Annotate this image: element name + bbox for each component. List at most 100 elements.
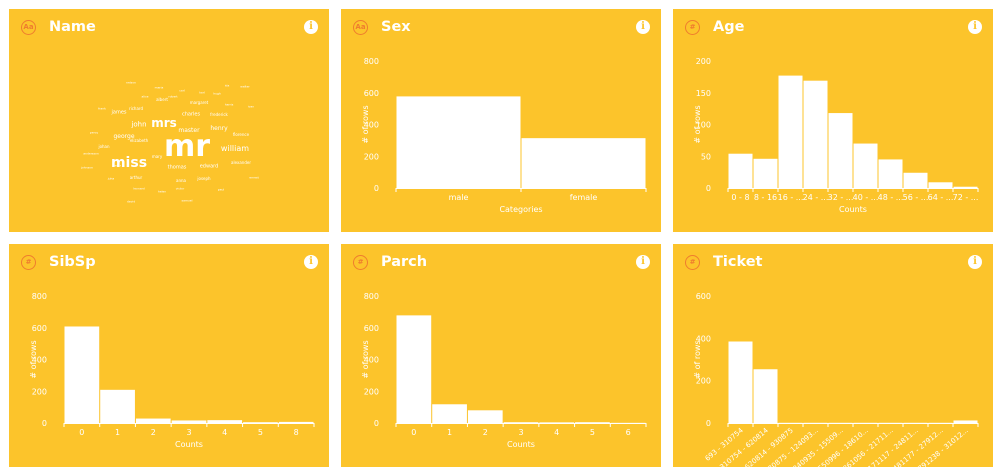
card-sibsp: # SibSp i 0 200 400 600 800 # of rows 0 1 2 3 4 5 8 Coun…	[9, 244, 329, 467]
bar[interactable]	[521, 138, 646, 188]
bar[interactable]	[953, 420, 978, 423]
info-icon[interactable]: i	[304, 20, 318, 34]
y-tick-label: 0	[42, 419, 47, 428]
y-tick-label: 400	[696, 334, 711, 343]
cloud-word: hugh	[213, 91, 221, 96]
bar[interactable]	[135, 418, 171, 423]
cloud-word: johan	[98, 144, 110, 149]
name-word-cloud: mr miss mrs william john master henry george cha…	[49, 71, 289, 216]
bar[interactable]	[100, 389, 135, 423]
card-ticket: # Ticket i 0 200 400 600 # of rows 693 - 310754 3…	[673, 244, 993, 467]
bar[interactable]	[728, 153, 753, 188]
bar[interactable]	[853, 143, 878, 188]
bar[interactable]	[64, 326, 100, 423]
x-tick-label: 64 - ...	[928, 193, 954, 202]
cloud-word: alexander	[231, 160, 251, 165]
info-icon[interactable]: i	[636, 255, 650, 269]
cloud-word: robert	[168, 94, 178, 99]
bar[interactable]	[753, 369, 778, 423]
x-axis-label: Counts	[839, 205, 867, 214]
info-icon[interactable]: i	[636, 20, 650, 34]
cloud-word: percy	[89, 130, 99, 135]
y-tick-label: 200	[696, 57, 711, 66]
number-type-icon: #	[353, 255, 368, 270]
y-tick-label: 0	[374, 184, 379, 193]
y-tick-label: 600	[364, 89, 379, 98]
bar[interactable]	[828, 113, 853, 188]
bar[interactable]	[928, 182, 953, 188]
bar[interactable]	[878, 159, 903, 188]
x-tick-label: 5	[590, 428, 595, 437]
cloud-word: charles	[181, 111, 201, 118]
y-axis-label: # of rows	[693, 105, 702, 143]
bar[interactable]	[539, 422, 575, 424]
card-title: Sex	[381, 19, 411, 35]
cloud-word: andersson	[83, 151, 99, 156]
bar[interactable]	[432, 404, 467, 423]
cloud-word: paul	[217, 187, 225, 192]
cloud-word: alice	[141, 94, 149, 99]
bar[interactable]	[278, 421, 314, 423]
number-type-icon: #	[685, 255, 700, 270]
bar[interactable]	[778, 75, 803, 188]
chart-age: 0 50 100 150 200 # of rows 0 - 8 8 - 16 16 - ...…	[693, 57, 979, 214]
cloud-word: juha	[107, 176, 115, 181]
x-tick-label: 5	[258, 428, 263, 437]
chart-sibsp: 0 200 400 600 800 # of rows 0 1 2 3 4 5 8 Counts	[29, 292, 315, 449]
x-axis-label: Counts	[175, 440, 203, 449]
y-tick-label: 400	[32, 356, 47, 365]
cloud-word: johnson	[81, 165, 93, 170]
text-type-icon: Aa	[21, 20, 36, 35]
cloud-word: james	[111, 109, 127, 116]
card-title: Parch	[381, 254, 428, 270]
y-axis-label: # of rows	[693, 340, 702, 378]
y-tick-label: 800	[364, 57, 379, 66]
bar[interactable]	[728, 341, 753, 423]
bar[interactable]	[396, 96, 521, 188]
x-tick-label: 72 - ...	[953, 193, 979, 202]
info-icon[interactable]: i	[304, 255, 318, 269]
y-tick-label: 600	[32, 324, 47, 333]
y-tick-label: 0	[706, 184, 711, 193]
cloud-word: edward	[199, 163, 219, 170]
bar[interactable]	[803, 80, 828, 188]
cloud-word: walter	[240, 84, 250, 89]
chart-parch: 0 200 400 600 800 # of rows 0 1 2 3 4 5 6 Counts	[361, 292, 647, 449]
info-icon[interactable]: i	[968, 20, 982, 34]
x-tick-label: 3	[186, 428, 191, 437]
x-tick-label: 6	[626, 428, 631, 437]
cloud-word: frank	[98, 106, 106, 111]
bar[interactable]	[753, 158, 778, 188]
cloud-word: margaret	[189, 100, 209, 105]
bar[interactable]	[207, 420, 243, 423]
cloud-word: mary	[151, 154, 163, 159]
x-tick-label: 4	[222, 428, 227, 437]
bar[interactable]	[396, 315, 432, 423]
cloud-word: karl	[199, 90, 205, 95]
bar[interactable]	[467, 410, 503, 423]
cloud-word: william	[220, 144, 250, 153]
bar[interactable]	[171, 420, 207, 423]
card-name: Aa Name i mr miss mrs william john master henry ge…	[9, 9, 329, 232]
bar[interactable]	[903, 172, 928, 188]
bar[interactable]	[243, 422, 278, 424]
cloud-word: john	[131, 120, 147, 129]
cloud-word: george	[113, 133, 135, 140]
y-tick-label: 100	[696, 121, 711, 130]
bar[interactable]	[575, 422, 610, 424]
y-tick-label: 800	[32, 292, 47, 301]
x-tick-label: male	[449, 193, 469, 202]
info-icon[interactable]: i	[968, 255, 982, 269]
card-title: Age	[713, 19, 745, 35]
y-tick-label: 200	[364, 387, 379, 396]
cloud-word: henry	[210, 125, 228, 132]
y-tick-label: 0	[374, 419, 379, 428]
x-tick-label: 1	[115, 428, 120, 437]
bar[interactable]	[503, 422, 539, 424]
bar[interactable]	[953, 186, 978, 188]
y-axis-label: # of rows	[29, 340, 38, 378]
y-tick-label: 400	[364, 356, 379, 365]
cloud-word: albert	[156, 97, 168, 102]
cloud-word: mrs	[151, 116, 177, 130]
number-type-icon: #	[21, 255, 36, 270]
